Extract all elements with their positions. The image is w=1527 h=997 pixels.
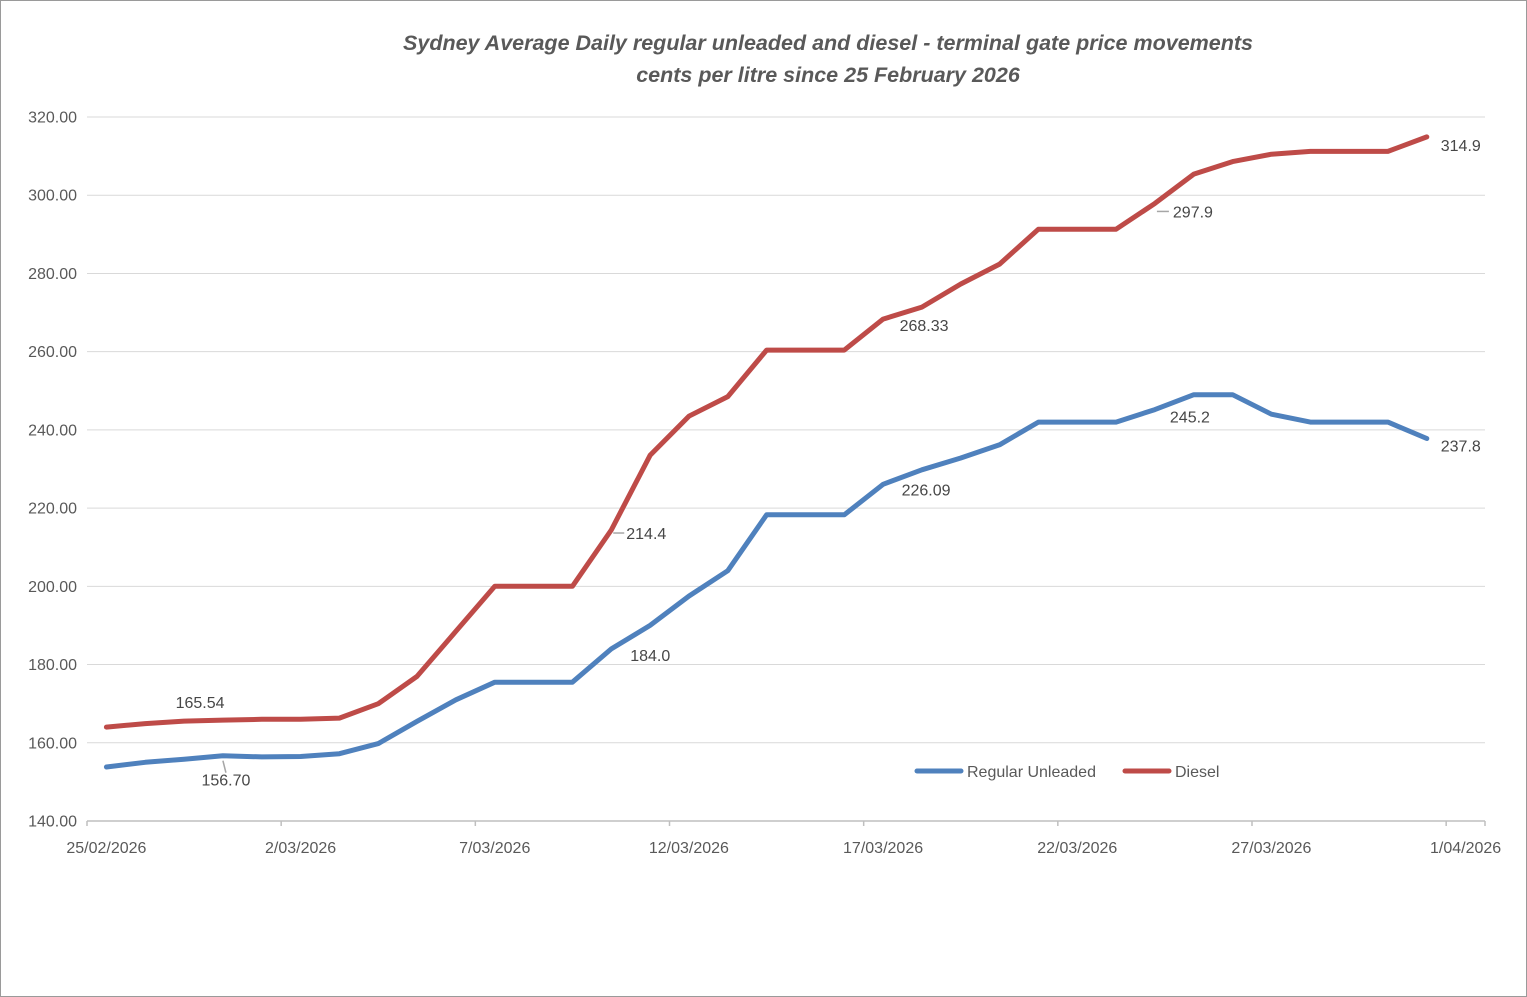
- y-axis-label: 280.00: [28, 266, 77, 283]
- y-axis-label: 300.00: [28, 188, 77, 205]
- data-label: 268.33: [900, 318, 949, 335]
- x-axis-label: 1/04/2026: [1430, 840, 1501, 857]
- y-axis-label: 240.00: [28, 422, 77, 439]
- data-label: 297.9: [1173, 204, 1213, 221]
- chart-title: Sydney Average Daily regular unleaded an…: [128, 27, 1526, 91]
- data-label: 314.9: [1441, 138, 1481, 155]
- data-label-leader: [222, 760, 227, 773]
- data-label: 156.70: [201, 773, 250, 790]
- y-axis-label: 180.00: [28, 657, 77, 674]
- data-label: 184.0: [630, 648, 670, 665]
- series-line-regular-unleaded: [103, 392, 1430, 770]
- x-axis-label: 12/03/2026: [649, 840, 729, 857]
- y-axis-label: 200.00: [28, 579, 77, 596]
- x-axis-label: 27/03/2026: [1231, 840, 1311, 857]
- y-axis-label: 160.00: [28, 735, 77, 752]
- x-axis-label: 22/03/2026: [1037, 840, 1117, 857]
- y-axis-label: 320.00: [28, 110, 77, 127]
- y-axis-label: 140.00: [28, 814, 77, 831]
- legend-label-regular-unleaded: Regular Unleaded: [967, 764, 1096, 781]
- chart-title-line2: cents per litre since 25 February 2026: [636, 63, 1020, 87]
- data-label: 226.09: [902, 482, 951, 499]
- data-label: 237.8: [1441, 438, 1481, 455]
- x-axis-label: 7/03/2026: [459, 840, 530, 857]
- chart-title-line1: Sydney Average Daily regular unleaded an…: [403, 31, 1253, 55]
- data-label: 214.4: [626, 526, 666, 543]
- legend-label-diesel: Diesel: [1175, 764, 1219, 781]
- y-axis-label: 260.00: [28, 344, 77, 361]
- x-axis-label: 25/02/2026: [66, 840, 146, 857]
- x-axis-label: 17/03/2026: [843, 840, 923, 857]
- series-line-diesel: [103, 134, 1430, 730]
- x-axis-label: 2/03/2026: [265, 840, 336, 857]
- data-label: 165.54: [176, 695, 225, 712]
- data-label: 245.2: [1170, 410, 1210, 427]
- y-axis-label: 220.00: [28, 501, 77, 518]
